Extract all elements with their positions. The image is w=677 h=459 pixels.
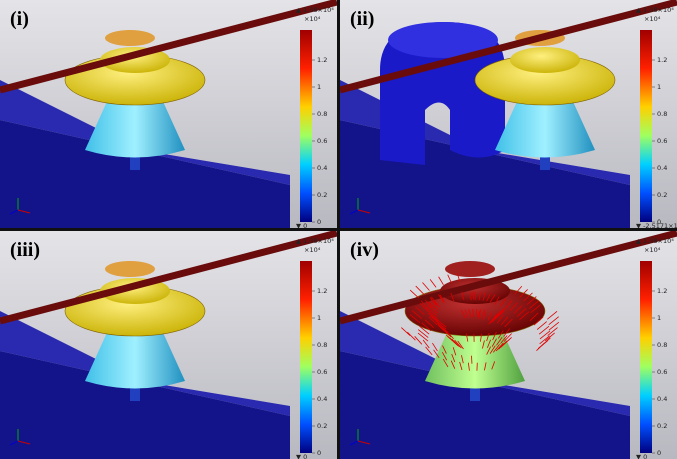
colorbar-tick-label: 0.6 [317,137,327,145]
figure: ▲ 1.38×10⁴×10⁴1.210.80.60.40.20▼ 0(i) ▲ … [0,0,677,459]
colorbar-max-label: ▲ 1.38×10⁴ [296,6,334,14]
colorbar-unit-label: ×10⁴ [304,15,321,23]
panel-label: (ii) [350,8,374,30]
colorbar-min-label: ▼ 0 [296,453,307,459]
colorbar-tick-label: 1.2 [657,56,667,64]
colorbar-max-label: ▲ 1.38×10⁴ [636,6,674,14]
colorbar-tick-label: 1.2 [317,56,327,64]
colorbar-tick-label: 0 [317,449,321,457]
colorbar-tick-label: 0.4 [657,395,667,403]
colorbar-tick-label: 0.2 [657,191,667,199]
colorbar-tick-label: 0.4 [657,164,667,172]
colorbar-tick-label: 0.6 [317,368,327,376]
colorbar-unit-label: ×10⁴ [644,15,661,23]
colorbar-tick-label: 0.4 [317,395,327,403]
colorbar-tick-label: 1 [657,314,661,322]
colorbar-tick-label: 0.6 [657,137,667,145]
colorbar-unit-label: ×10⁴ [304,246,321,254]
colorbar-tick-label: 1.2 [317,287,327,295]
cap [445,261,495,277]
panel: ▲ 1.38×10⁴×10⁴ 1.2 1 0.8 0.6 0.4 0.2 0 ▼ 0 (iii) [0,231,337,459]
colorbar-tick-label: 1 [317,83,321,91]
colorbar-tick-label: 0.8 [657,341,667,349]
colorbar [640,261,652,453]
colorbar-tick-label: 0 [317,218,321,226]
colorbar-tick-label: 0.8 [317,341,327,349]
colorbar [640,30,652,222]
colorbar-tick-label: 0.2 [317,422,327,430]
panel-label: (iii) [10,239,40,261]
colorbar-tick-label: 0.8 [657,110,667,118]
panel: ▲ 1.38×10⁴×10⁴ 1.2 1 0.8 0.6 0.4 0.2 0 ▼ 0 (i) [0,0,337,228]
cap [105,30,155,46]
colorbar-max-label: ▲ 1.38×10⁴ [636,237,674,245]
disk-top [510,47,580,73]
colorbar-tick-label: 0.6 [657,368,667,376]
colorbar-tick-label: 0.4 [317,164,327,172]
colorbar-unit-label: ×10⁴ [644,246,661,254]
colorbar-tick-label: 0.2 [657,422,667,430]
colorbar-min-label: ▼ -2.5171×10⁻¹² [636,222,677,228]
colorbar-tick-label: 1 [657,83,661,91]
panel-label: (iv) [350,239,379,261]
colorbar [300,30,312,222]
colorbar-tick-label: 0.2 [317,191,327,199]
colorbar-min-label: ▼ 0 [296,222,307,228]
colorbar-tick-label: 1.2 [657,287,667,295]
colorbar-min-label: ▼ 0 [636,453,647,459]
panel-label: (i) [10,8,29,30]
colorbar [300,261,312,453]
colorbar-tick-label: 0.8 [317,110,327,118]
panel: ▲ 1.38×10⁴×10⁴ 1.2 1 0.8 0.6 0.4 0.2 0 ▼ 0 (iv) [340,231,677,459]
colorbar-max-label: ▲ 1.38×10⁴ [296,237,334,245]
cap [105,261,155,277]
colorbar-tick-label: 1 [317,314,321,322]
colorbar-tick-label: 0 [657,449,661,457]
